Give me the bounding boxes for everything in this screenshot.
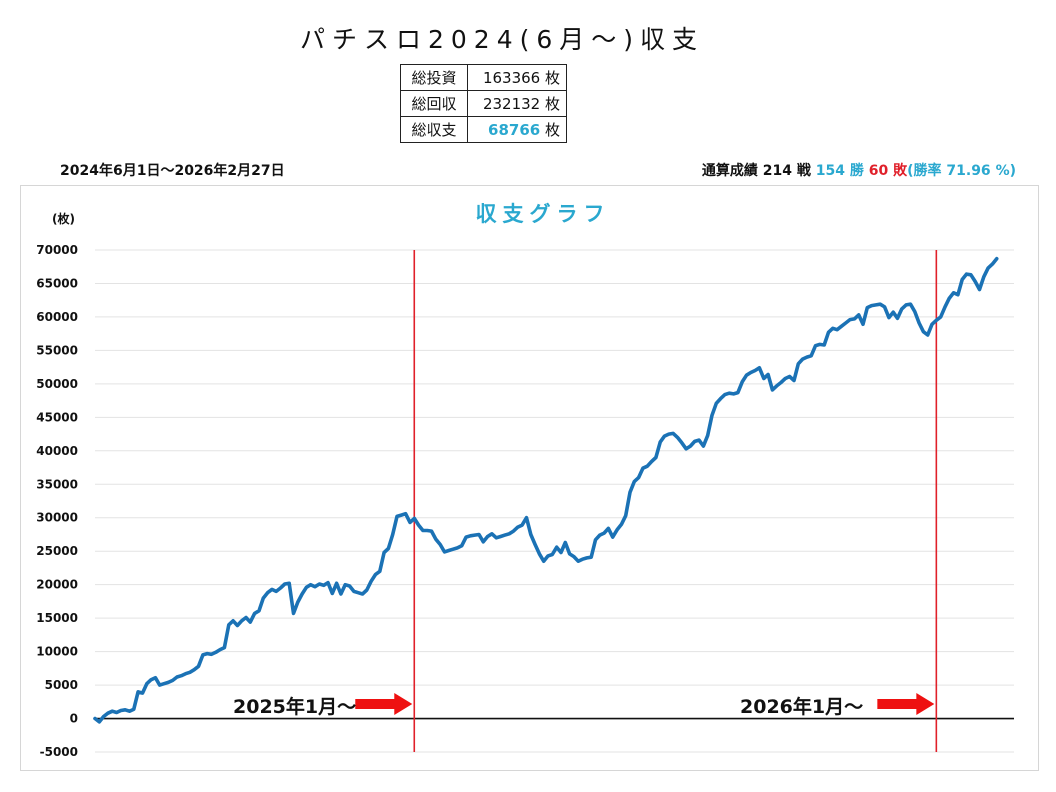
chart-title: 収支グラフ	[475, 202, 611, 226]
annotation-2025: 2025年1月〜	[233, 696, 357, 718]
record-losses: 60	[868, 163, 889, 179]
balance-series-line	[93, 256, 999, 724]
record-wins-unit: 勝	[849, 163, 864, 179]
chart-frame	[20, 185, 1039, 771]
summary-value-balance: 68766	[488, 121, 541, 139]
summary-row-investment: 総投資 163366 枚	[400, 64, 567, 91]
record-summary: 通算成績 214 戦 154 勝 60 敗(勝率 71.96 %)	[702, 160, 1016, 180]
arrow-icon	[355, 693, 413, 715]
y-tick-label: 30000	[36, 511, 78, 525]
arrow-icon	[877, 693, 935, 715]
y-tick-label: 60000	[36, 310, 78, 324]
y-axis: -5000 0 5000 10000 15000 20000 25000 30000 35000…	[36, 243, 78, 759]
y-tick-label: 40000	[36, 444, 78, 458]
annotation-2026: 2026年1月〜	[740, 696, 864, 718]
record-games-unit: 戦	[796, 163, 811, 179]
summary-unit: 枚	[544, 95, 560, 113]
period-label: 2024年6月1日〜2026年2月27日	[60, 163, 285, 179]
y-tick-label: 50000	[36, 377, 78, 391]
series-layer	[93, 256, 999, 724]
y-tick-label: 0	[70, 712, 78, 726]
record-losses-unit: 敗	[893, 163, 908, 179]
y-tick-label: 70000	[36, 243, 78, 257]
record-games: 214	[762, 163, 793, 179]
y-tick-label: 55000	[36, 343, 78, 357]
summary-unit: 枚	[544, 69, 560, 87]
y-tick-label: 65000	[36, 276, 78, 290]
record-prefix: 通算成績	[701, 163, 758, 179]
summary-table: 総投資 163366 枚 総回収 232132 枚 総収支 68766 枚	[400, 64, 567, 143]
summary-value: 163366	[482, 69, 541, 87]
marker-layer	[413, 250, 938, 752]
y-tick-label: 20000	[36, 578, 78, 592]
summary-unit: 枚	[544, 121, 560, 139]
record-rate: 71.96	[946, 163, 991, 179]
y-tick-label: -5000	[40, 745, 78, 759]
record-wins: 154	[815, 163, 845, 179]
y-tick-label: 15000	[36, 611, 78, 625]
summary-label: 総投資	[400, 64, 468, 91]
y-tick-label: 5000	[45, 678, 78, 692]
record-rate-prefix: (勝率	[907, 163, 942, 179]
arrow-layer	[355, 693, 935, 715]
grid-layer	[95, 249, 1014, 753]
y-tick-label: 45000	[36, 410, 78, 424]
page-title: パチスロ2024(6月〜)収支	[300, 25, 705, 54]
summary-row-balance: 総収支 68766 枚	[400, 116, 567, 143]
y-tick-label: 35000	[36, 477, 78, 491]
y-tick-label: 10000	[36, 645, 78, 659]
y-axis-unit: (枚)	[52, 212, 75, 226]
y-tick-label: 25000	[36, 544, 78, 558]
summary-label: 総収支	[400, 116, 468, 143]
summary-value: 232132	[482, 95, 541, 113]
record-rate-suffix: %)	[995, 163, 1016, 179]
